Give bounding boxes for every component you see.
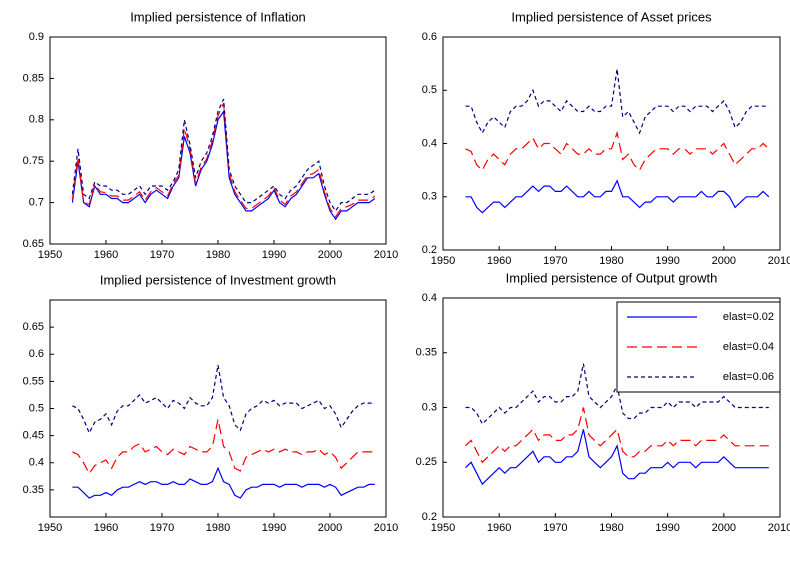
series-line — [71, 102, 376, 218]
plot-frame — [49, 299, 387, 518]
x-tick-label: 1960 — [487, 255, 511, 267]
y-tick-label: 0.55 — [23, 375, 44, 387]
series-line — [72, 364, 375, 435]
y-tick-label: 0.5 — [29, 402, 44, 414]
plot-frame — [49, 36, 387, 245]
x-tick-label: 1980 — [206, 522, 230, 534]
y-tick-label: 0.65 — [23, 238, 44, 250]
series-line — [72, 419, 375, 475]
legend-label: elast=0.02 — [723, 311, 774, 323]
x-tick-label: 1950 — [431, 255, 455, 267]
series-line — [465, 407, 769, 464]
x-tick-label: 1990 — [262, 522, 286, 534]
series-line — [72, 466, 375, 499]
y-tick-label: 0.4 — [422, 137, 437, 149]
x-tick-label: 2000 — [318, 249, 342, 261]
y-tick-label: 0.2 — [422, 244, 437, 256]
chart-title: Implied persistence of Investment growth — [100, 272, 336, 287]
series-line — [465, 179, 770, 214]
x-tick-label: 1990 — [655, 522, 679, 534]
x-tick-label: 2000 — [318, 522, 342, 534]
x-tick-label: 1970 — [150, 522, 174, 534]
x-tick-label: 1950 — [431, 522, 455, 534]
y-tick-label: 0.4 — [422, 292, 437, 304]
y-tick-label: 0.6 — [422, 31, 437, 43]
series-line — [71, 98, 376, 212]
x-tick-label: 2010 — [374, 249, 398, 261]
y-tick-label: 0.65 — [23, 321, 44, 333]
x-tick-label: 1970 — [543, 522, 567, 534]
x-tick-label: 1980 — [599, 522, 623, 534]
y-tick-label: 0.25 — [416, 456, 437, 468]
series-line — [465, 130, 770, 172]
x-tick-label: 1990 — [262, 249, 286, 261]
y-tick-label: 0.5 — [422, 84, 437, 96]
y-tick-label: 0.45 — [23, 430, 44, 442]
x-tick-label: 1960 — [94, 522, 118, 534]
series-line — [465, 429, 769, 486]
y-tick-label: 0.8 — [29, 114, 44, 126]
chart-title: Implied persistence of Asset prices — [511, 9, 712, 24]
x-tick-label: 1980 — [206, 249, 230, 261]
y-tick-label: 0.3 — [422, 191, 437, 203]
legend-label: elast=0.06 — [723, 371, 774, 383]
chart-title: Implied persistence of Inflation — [130, 9, 306, 24]
y-tick-label: 0.9 — [29, 31, 44, 43]
x-tick-label: 1980 — [599, 255, 623, 267]
y-tick-label: 0.3 — [422, 401, 437, 413]
plot-frame — [442, 36, 781, 251]
chart-title: Implied persistence of Output growth — [506, 270, 718, 285]
y-tick-label: 0.7 — [29, 197, 44, 209]
x-tick-label: 1960 — [94, 249, 118, 261]
x-tick-label: 2010 — [374, 522, 398, 534]
y-tick-label: 0.75 — [23, 155, 44, 167]
x-tick-label: 2000 — [712, 522, 736, 534]
y-tick-label: 0.35 — [23, 484, 44, 496]
x-tick-label: 1950 — [38, 522, 62, 534]
y-tick-label: 0.2 — [422, 511, 437, 523]
x-tick-label: 1970 — [150, 249, 174, 261]
x-tick-label: 2010 — [768, 522, 790, 534]
x-tick-label: 1960 — [487, 522, 511, 534]
x-tick-label: 2000 — [712, 255, 736, 267]
series-line — [465, 68, 769, 135]
x-tick-label: 1970 — [543, 255, 567, 267]
y-tick-label: 0.4 — [29, 457, 44, 469]
x-tick-label: 1950 — [38, 249, 62, 261]
series-line — [71, 109, 376, 221]
x-tick-label: 1990 — [655, 255, 679, 267]
y-tick-label: 0.85 — [23, 72, 44, 84]
x-tick-label: 2010 — [768, 255, 790, 267]
legend-label: elast=0.04 — [723, 341, 774, 353]
y-tick-label: 0.6 — [29, 348, 44, 360]
y-tick-label: 0.35 — [416, 347, 437, 359]
